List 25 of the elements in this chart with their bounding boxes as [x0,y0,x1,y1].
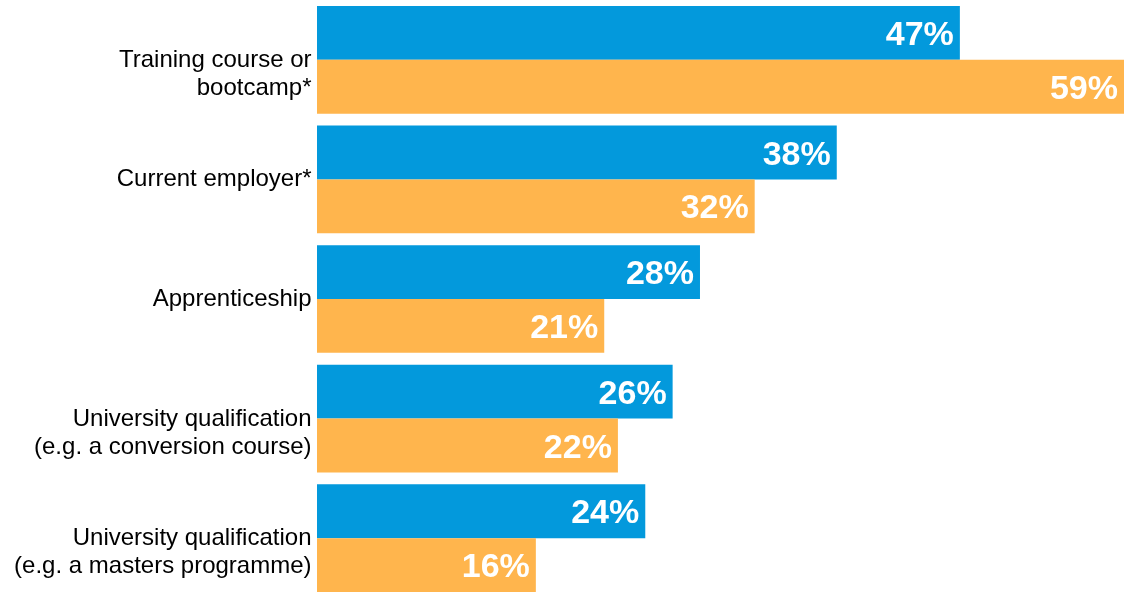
data-label: 28% [625,253,694,292]
data-label: 16% [461,546,530,585]
bar [317,364,673,419]
bar [317,179,755,234]
bar [317,6,960,60]
y-tick-label: University qualification (e.g. a conversion course) [34,403,312,459]
data-label: 24% [571,492,640,531]
data-label: 38% [762,133,831,172]
data-label: 26% [598,372,667,411]
y-tick-label: University qualification (e.g. a masters programme) [14,523,312,579]
bar [317,538,536,592]
bar [317,125,837,180]
data-label: 59% [1049,67,1118,106]
data-label: 47% [885,13,954,52]
bar [317,299,605,353]
data-label: 22% [543,426,612,465]
bar [317,484,646,539]
y-tick-label: Apprenticeship [152,284,312,311]
y-tick-label: Training course or bootcamp* [118,44,312,100]
bar [317,245,700,299]
data-label: 32% [680,187,749,226]
bar [317,59,1124,114]
y-tick-label: Current employer* [116,164,312,192]
data-label: 21% [530,306,599,345]
bar [317,418,618,473]
